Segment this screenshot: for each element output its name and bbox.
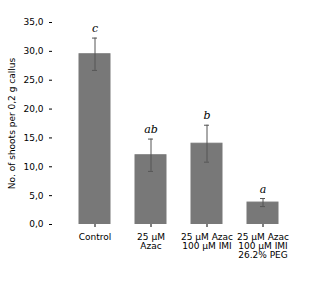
svg-text:a: a [260,183,267,196]
svg-text:20,0: 20,0 [23,104,43,114]
svg-text:30,0: 30,0 [23,46,43,56]
svg-text:15,0: 15,0 [23,133,43,143]
svg-text:ab: ab [144,123,158,136]
svg-text:c: c [92,22,98,35]
svg-text:b: b [203,109,210,122]
svg-text:25 μMAzac: 25 μMAzac [137,232,165,251]
svg-text:5,0: 5,0 [29,191,44,201]
svg-text:10,0: 10,0 [23,162,43,172]
svg-text:0,0: 0,0 [29,219,44,229]
svg-text:25 μM Azac100 μM IMI: 25 μM Azac100 μM IMI [181,232,233,251]
svg-text:35,0: 35,0 [23,17,43,27]
svg-text:25,0: 25,0 [23,75,43,85]
svg-text:Control: Control [79,232,112,242]
svg-text:25 μM Azac100 μM IMI26.2% PEG: 25 μM Azac100 μM IMI26.2% PEG [237,232,289,260]
svg-text:No. of shoots per 0,2 g callus: No. of shoots per 0,2 g callus [7,58,17,190]
